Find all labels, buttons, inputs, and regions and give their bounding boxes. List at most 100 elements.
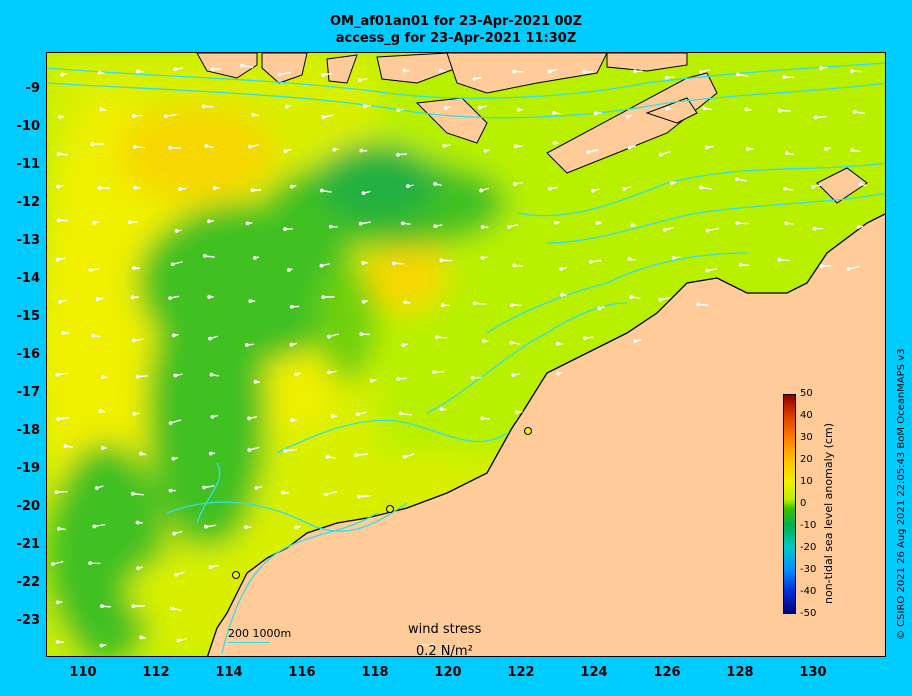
wind-vector-head (782, 75, 787, 80)
wind-vector-head (662, 227, 667, 232)
wind-vector-head (283, 448, 288, 453)
wind-key-value: 0.2 N/m² (416, 644, 473, 659)
wind-vector-head (593, 111, 598, 116)
wind-vector-head (625, 114, 630, 119)
wind-vector-head (210, 67, 215, 72)
wind-vector-head (90, 142, 95, 147)
wind-vector-head (100, 604, 104, 609)
colorbar-tick: -50 (800, 608, 817, 619)
wind-vector-head (172, 531, 177, 536)
wind-vector-head (131, 338, 136, 343)
wind-vector-head (589, 259, 593, 264)
wind-vector-head (170, 262, 175, 267)
wind-vector-head (590, 188, 595, 193)
y-tick-label: -22 (16, 575, 41, 590)
wind-vector-head (202, 253, 207, 258)
wind-vector-head (174, 228, 179, 233)
wind-vector-head (858, 182, 863, 187)
wind-vector-head (559, 266, 564, 271)
wind-vector-head (735, 221, 740, 226)
wind-vector-head (658, 297, 663, 302)
wind-vector-head (396, 108, 400, 112)
wind-vector-head (627, 257, 632, 261)
wind-vector-head (247, 416, 251, 421)
wind-vector-head (357, 494, 361, 499)
wind-vector-head (290, 418, 294, 423)
wind-vector-head (553, 220, 558, 225)
wind-vector-head (406, 184, 410, 189)
wind-vector-head (597, 306, 602, 311)
wind-vector-head (286, 268, 291, 272)
wind-vector-head (135, 69, 140, 74)
wind-vector-head (552, 141, 557, 145)
wind-vector-head (332, 147, 337, 152)
wind-vector-head (55, 372, 60, 377)
wind-vector-head (94, 486, 99, 490)
wind-vector-head (254, 486, 259, 490)
x-tick-label: 126 (653, 665, 681, 680)
wind-vector-head (127, 220, 132, 225)
wind-vector-head (813, 115, 818, 120)
colorbar-tick: 50 (800, 388, 813, 399)
colorbar-label: non-tidal sea level anomaly (cm) (822, 423, 835, 604)
wind-vector-head (512, 263, 517, 268)
wind-vector-head (130, 295, 135, 300)
wind-vector-head (289, 304, 294, 309)
wind-vector-head (369, 378, 374, 383)
wind-vector-head (630, 223, 635, 228)
wind-vector-head (622, 187, 627, 191)
wind-vector-head (328, 224, 333, 229)
wind-vector-head (244, 525, 248, 530)
wind-vector-head (250, 188, 255, 193)
y-tick-label: -11 (16, 157, 41, 172)
wind-vector-head (61, 331, 66, 335)
wind-vector-head (440, 303, 445, 308)
wind-vector (358, 495, 371, 498)
wind-vector-head (97, 70, 102, 75)
y-tick-label: -23 (16, 613, 41, 628)
wind-vector-head (361, 261, 366, 265)
map-subtitle: access_g for 23-Apr-2021 11:30Z (335, 31, 577, 46)
wind-vector-head (245, 343, 249, 347)
y-tick-label: -12 (16, 195, 41, 210)
x-tick-label: 110 (69, 665, 97, 680)
y-tick-label: -19 (16, 461, 41, 476)
wind-vector-head (391, 261, 396, 266)
wind-vector-head (355, 412, 360, 417)
wind-vector-head (555, 341, 560, 346)
wind-vector-head (627, 145, 632, 150)
wind-vector-head (853, 110, 857, 114)
wind-vector-head (208, 451, 213, 456)
colorbar-tick: 10 (800, 476, 813, 487)
colorbar-tick: -20 (800, 542, 817, 553)
wind-vector-head (811, 185, 815, 189)
wind-vector-head (358, 221, 363, 226)
x-tick-label: 114 (215, 665, 243, 680)
y-tick-label: -16 (16, 347, 41, 362)
wind-vector-head (658, 152, 663, 157)
station-marker (232, 571, 240, 579)
wind-vector-head (477, 105, 482, 110)
wind-vector-head (362, 104, 367, 108)
wind-vector-head (439, 407, 444, 411)
wind-vector-head (63, 444, 68, 448)
y-tick-label: -10 (16, 119, 41, 134)
isobath-key-label: 200 1000m (228, 627, 292, 640)
wind-vector-head (321, 73, 325, 77)
station-marker (386, 505, 394, 513)
wind-vector-head (846, 267, 851, 272)
wind-vector-head (133, 144, 137, 149)
wind-vector-head (202, 485, 207, 490)
wind-vector-head (88, 268, 93, 273)
wind-vector-head (56, 184, 61, 189)
wind-vector-head (55, 640, 60, 644)
x-tick-label: 128 (726, 665, 754, 680)
wind-vector-head (516, 107, 521, 112)
wind-vector-head (208, 565, 213, 569)
wind-vector-head (98, 409, 103, 413)
wind-vector-head (294, 525, 298, 530)
colorbar (783, 394, 796, 614)
wind-vector-head (812, 226, 817, 231)
wind-vector-head (130, 491, 135, 496)
wind-vector-head (248, 299, 253, 304)
